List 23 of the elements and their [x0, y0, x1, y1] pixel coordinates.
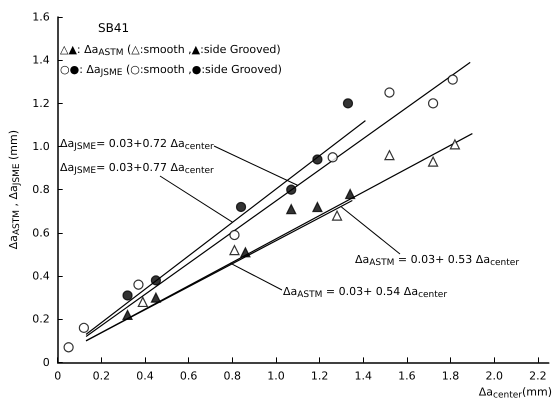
y-tick-label: 0.2 — [32, 312, 50, 326]
y-tick-label: 0.4 — [32, 270, 50, 283]
y-tick-label: 1.0 — [32, 140, 50, 154]
x-tick-label: 2.0 — [485, 369, 503, 382]
y-tick-label: 0 — [42, 356, 50, 369]
x-tick-label: 0 — [54, 369, 62, 382]
y-tick-label: 1.6 — [32, 10, 50, 24]
x-tick-label: 1.8 — [442, 369, 460, 382]
x-tick-label: 0.2 — [92, 369, 110, 382]
x-tick-label: 1.6 — [398, 369, 416, 382]
y-tick-label: 0.6 — [32, 226, 50, 240]
y-tick-label: 1.4 — [32, 54, 50, 67]
y-tick-label: 1.2 — [32, 96, 50, 110]
x-tick-label: 0.6 — [180, 369, 198, 382]
x-tick-label: 1.0 — [267, 369, 285, 382]
x-tick-label: 0.8 — [224, 369, 242, 382]
x-tick-label: 1.4 — [354, 369, 372, 382]
x-tick-label: 0.4 — [136, 369, 154, 382]
legend-title: SB41 — [98, 21, 130, 35]
x-tick-label: 2.2 — [529, 369, 547, 382]
y-axis-title: ΔaASTM , ΔaJSME (mm) — [7, 130, 22, 250]
y-tick-label: 0.8 — [32, 183, 50, 196]
x-tick-label: 1.2 — [310, 369, 328, 382]
